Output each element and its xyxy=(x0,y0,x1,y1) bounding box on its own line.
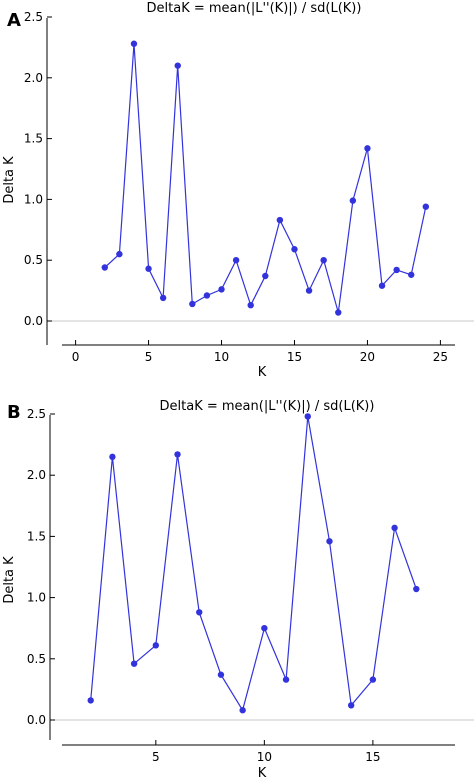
panel-b-y-tick-label: 0.5 xyxy=(27,652,46,666)
panel-b-data-point xyxy=(174,451,181,458)
panel-b-x-ticks: 5 10 15 xyxy=(152,740,381,764)
panel-a-ylabel: Delta K xyxy=(2,156,17,204)
panel-b-y-tick-label: 2.0 xyxy=(27,468,46,482)
panel-a-data-point xyxy=(262,272,269,280)
panel-a-series-line xyxy=(104,43,427,313)
panel-b-series xyxy=(87,413,420,714)
panel-a-data-point xyxy=(130,40,138,47)
panel-a-data-point xyxy=(320,257,327,264)
panel-b-x-tick-label: 15 xyxy=(365,750,380,764)
panel-a-data-point xyxy=(408,271,415,278)
panel-a-data-point xyxy=(276,216,284,224)
panel-a-data-point xyxy=(305,287,313,294)
panel-b-title: DeltaK = mean(|L''(K)|) / sd(L(K)) xyxy=(160,399,375,414)
panel-b: B DeltaK = mean(|L''(K)|) / sd(L(K)) K D… xyxy=(2,399,474,781)
panel-b-data-point xyxy=(391,524,398,532)
panel-b-y-tick-label: 2.5 xyxy=(27,407,46,421)
panel-a-data-point xyxy=(364,145,371,152)
panel-b-data-point xyxy=(196,609,203,616)
panel-a-data-point xyxy=(203,292,211,299)
panel-b-y-tick-label: 0.0 xyxy=(27,713,46,727)
panel-a-x-tick-label: 0 xyxy=(72,350,80,364)
panel-a-y-tick-label: 2.0 xyxy=(24,71,43,85)
panel-a-x-tick-label: 25 xyxy=(433,350,448,364)
panel-a-data-point xyxy=(291,246,298,253)
panel-b-data-point xyxy=(282,676,290,683)
panel-b-data-point xyxy=(261,625,268,632)
panel-b-data-point xyxy=(152,642,160,649)
panel-b-data-point xyxy=(87,697,94,704)
panel-a-y-tick-label: 1.0 xyxy=(24,192,43,206)
panel-a-letter: A xyxy=(7,10,21,31)
panel-a-data-point xyxy=(218,286,225,293)
panel-a-data-point xyxy=(349,197,357,204)
panel-a-data-point xyxy=(247,301,254,309)
panel-a-title: DeltaK = mean(|L''(K)|) / sd(L(K)) xyxy=(147,1,362,16)
panel-b-xlabel: K xyxy=(258,766,267,781)
panel-b-ylabel: Delta K xyxy=(2,556,17,604)
panel-a-y-tick-label: 2.5 xyxy=(24,10,43,24)
panel-a-data-point xyxy=(378,282,386,289)
panel-a-y-tick-label: 0.0 xyxy=(24,314,43,328)
panel-a-data-point xyxy=(189,300,196,308)
panel-a-data-point xyxy=(393,266,400,274)
panel-b-data-point xyxy=(239,707,246,714)
panel-a-data-point xyxy=(174,62,181,69)
panel-a-data-point xyxy=(101,264,108,271)
panel-a-data-point xyxy=(422,203,430,210)
panel-b-x-tick-label: 10 xyxy=(257,750,272,764)
panel-b-y-ticks: 0.0 0.5 1.0 1.5 2.0 2.5 xyxy=(27,407,55,727)
panel-a-data-point xyxy=(145,265,152,272)
panel-a-y-tick-label: 0.5 xyxy=(24,253,43,267)
panel-b-data-point xyxy=(326,538,333,545)
panel-a-x-tick-label: 20 xyxy=(360,350,375,364)
panel-a-data-point xyxy=(116,250,123,258)
panel-a-x-tick-label: 5 xyxy=(145,350,153,364)
panel-b-data-point xyxy=(413,585,420,593)
panel-a-x-ticks: 0 5 10 15 20 25 xyxy=(72,340,448,364)
panel-a-series xyxy=(101,40,430,316)
panel-a-data-point xyxy=(232,257,240,264)
panel-b-data-point xyxy=(109,453,116,461)
panel-a-y-ticks: 0.0 0.5 1.0 1.5 2.0 2.5 xyxy=(24,10,52,328)
panel-b-series-line xyxy=(90,416,417,712)
panel-a-x-tick-label: 10 xyxy=(214,350,229,364)
panel-b-y-tick-label: 1.5 xyxy=(27,529,46,543)
panel-a-data-point xyxy=(159,294,167,302)
panel-a: A DeltaK = mean(|L''(K)|) / sd(L(K)) K D… xyxy=(2,1,474,380)
panel-a-xlabel: K xyxy=(258,365,267,380)
panel-b-data-point xyxy=(347,702,355,709)
panel-b-data-point xyxy=(369,676,377,683)
panel-a-y-tick-label: 1.5 xyxy=(24,132,43,146)
panel-a-x-tick-label: 15 xyxy=(287,350,302,364)
panel-b-data-point xyxy=(304,413,311,420)
panel-b-x-tick-label: 5 xyxy=(152,750,160,764)
panel-b-data-point xyxy=(130,660,138,667)
panel-b-y-tick-label: 1.0 xyxy=(27,591,46,605)
panel-b-letter: B xyxy=(7,402,21,423)
panel-b-data-point xyxy=(217,671,225,678)
panel-a-data-point xyxy=(335,309,342,316)
